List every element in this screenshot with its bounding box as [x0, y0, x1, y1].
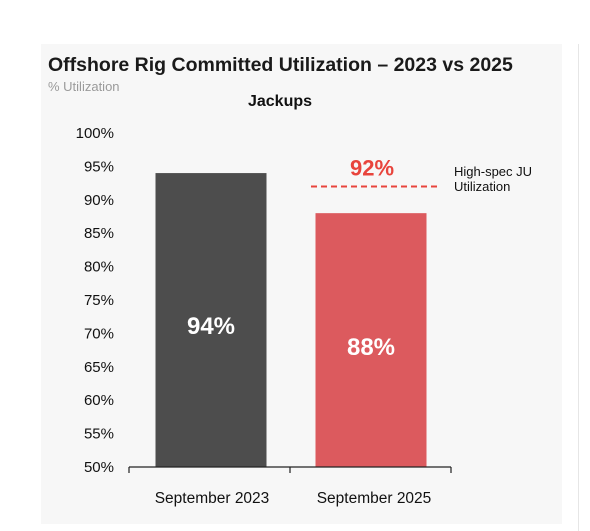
y-tick-label: 80%	[84, 259, 114, 276]
y-tick-label: 100%	[76, 125, 114, 142]
y-tick-label: 75%	[84, 292, 114, 309]
reference-annotation: Utilization	[454, 179, 510, 194]
y-tick-label: 70%	[84, 325, 114, 342]
y-tick-label: 50%	[84, 459, 114, 476]
y-tick-label: 95%	[84, 158, 114, 175]
divider	[578, 44, 579, 531]
panel-title: Jackups	[247, 93, 313, 110]
chart-card	[41, 44, 562, 524]
chart-subtitle: % Utilization	[48, 79, 120, 94]
bar	[155, 173, 267, 467]
chart-title: Offshore Rig Committed Utilization – 202…	[48, 54, 513, 76]
bar	[315, 213, 427, 467]
reference-value-label: 92%	[350, 155, 394, 180]
x-category-label: September 2023	[155, 490, 270, 507]
y-tick-label: 60%	[84, 392, 114, 409]
y-tick-label: 55%	[84, 426, 114, 443]
reference-annotation: High-spec JU	[454, 164, 532, 179]
x-category-label: September 2025	[317, 490, 432, 507]
bar-value-label: 94%	[187, 313, 235, 340]
bar-value-label: 88%	[347, 334, 395, 361]
y-tick-label: 85%	[84, 225, 114, 242]
y-tick-label: 90%	[84, 192, 114, 209]
y-tick-label: 65%	[84, 359, 114, 376]
